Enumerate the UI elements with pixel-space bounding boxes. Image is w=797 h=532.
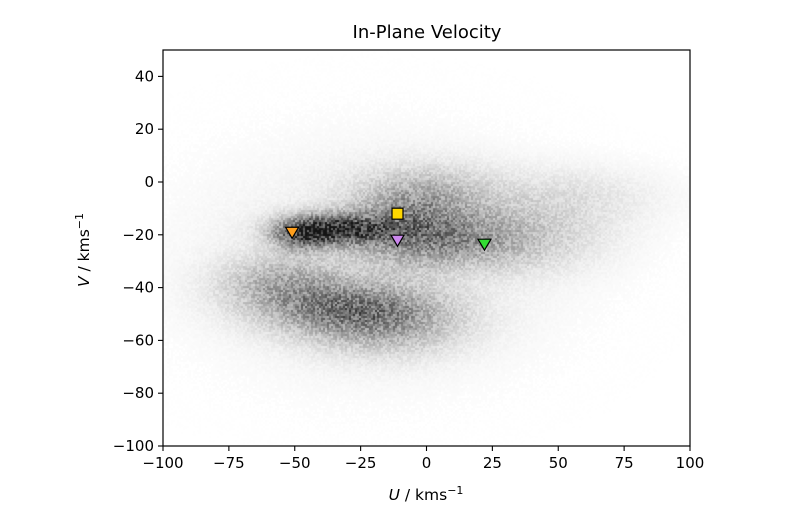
x-axis-label: U / kms−1: [389, 484, 464, 504]
y-tick-label: −40: [122, 279, 154, 297]
x-tick-label: −50: [279, 454, 311, 472]
y-tick-label: −60: [122, 331, 154, 349]
x-tick-label: −25: [345, 454, 377, 472]
y-tick-label: 20: [135, 120, 154, 138]
x-tick-label: 0: [422, 454, 432, 472]
x-tick-label: 100: [676, 454, 705, 472]
x-tick-label: −75: [213, 454, 245, 472]
y-tick-label: −20: [122, 226, 154, 244]
y-tick-label: 0: [144, 173, 154, 191]
y-tick-label: −80: [122, 384, 154, 402]
x-tick-label: 75: [615, 454, 634, 472]
markers: [284, 207, 493, 252]
y-axis: −100 −80 −60 −40 −20 0 20 40: [113, 67, 163, 455]
y-tick-label: −100: [113, 437, 154, 455]
y-axis-label: V / kms−1: [73, 213, 93, 287]
violet-triangle-marker: [389, 234, 406, 248]
yellow-square-marker: [391, 207, 404, 220]
x-axis: −100 −75 −50 −25 0 25 50 75 100: [142, 446, 704, 472]
y-tick-label: 40: [135, 67, 154, 85]
chart-title: In-Plane Velocity: [353, 22, 502, 43]
density-image: [163, 50, 690, 446]
green-triangle-marker: [476, 238, 493, 252]
x-tick-label: 50: [549, 454, 568, 472]
x-tick-label: −100: [142, 454, 183, 472]
orange-triangle-marker: [284, 226, 300, 240]
x-tick-label: 25: [483, 454, 502, 472]
heatmap: [163, 50, 690, 446]
